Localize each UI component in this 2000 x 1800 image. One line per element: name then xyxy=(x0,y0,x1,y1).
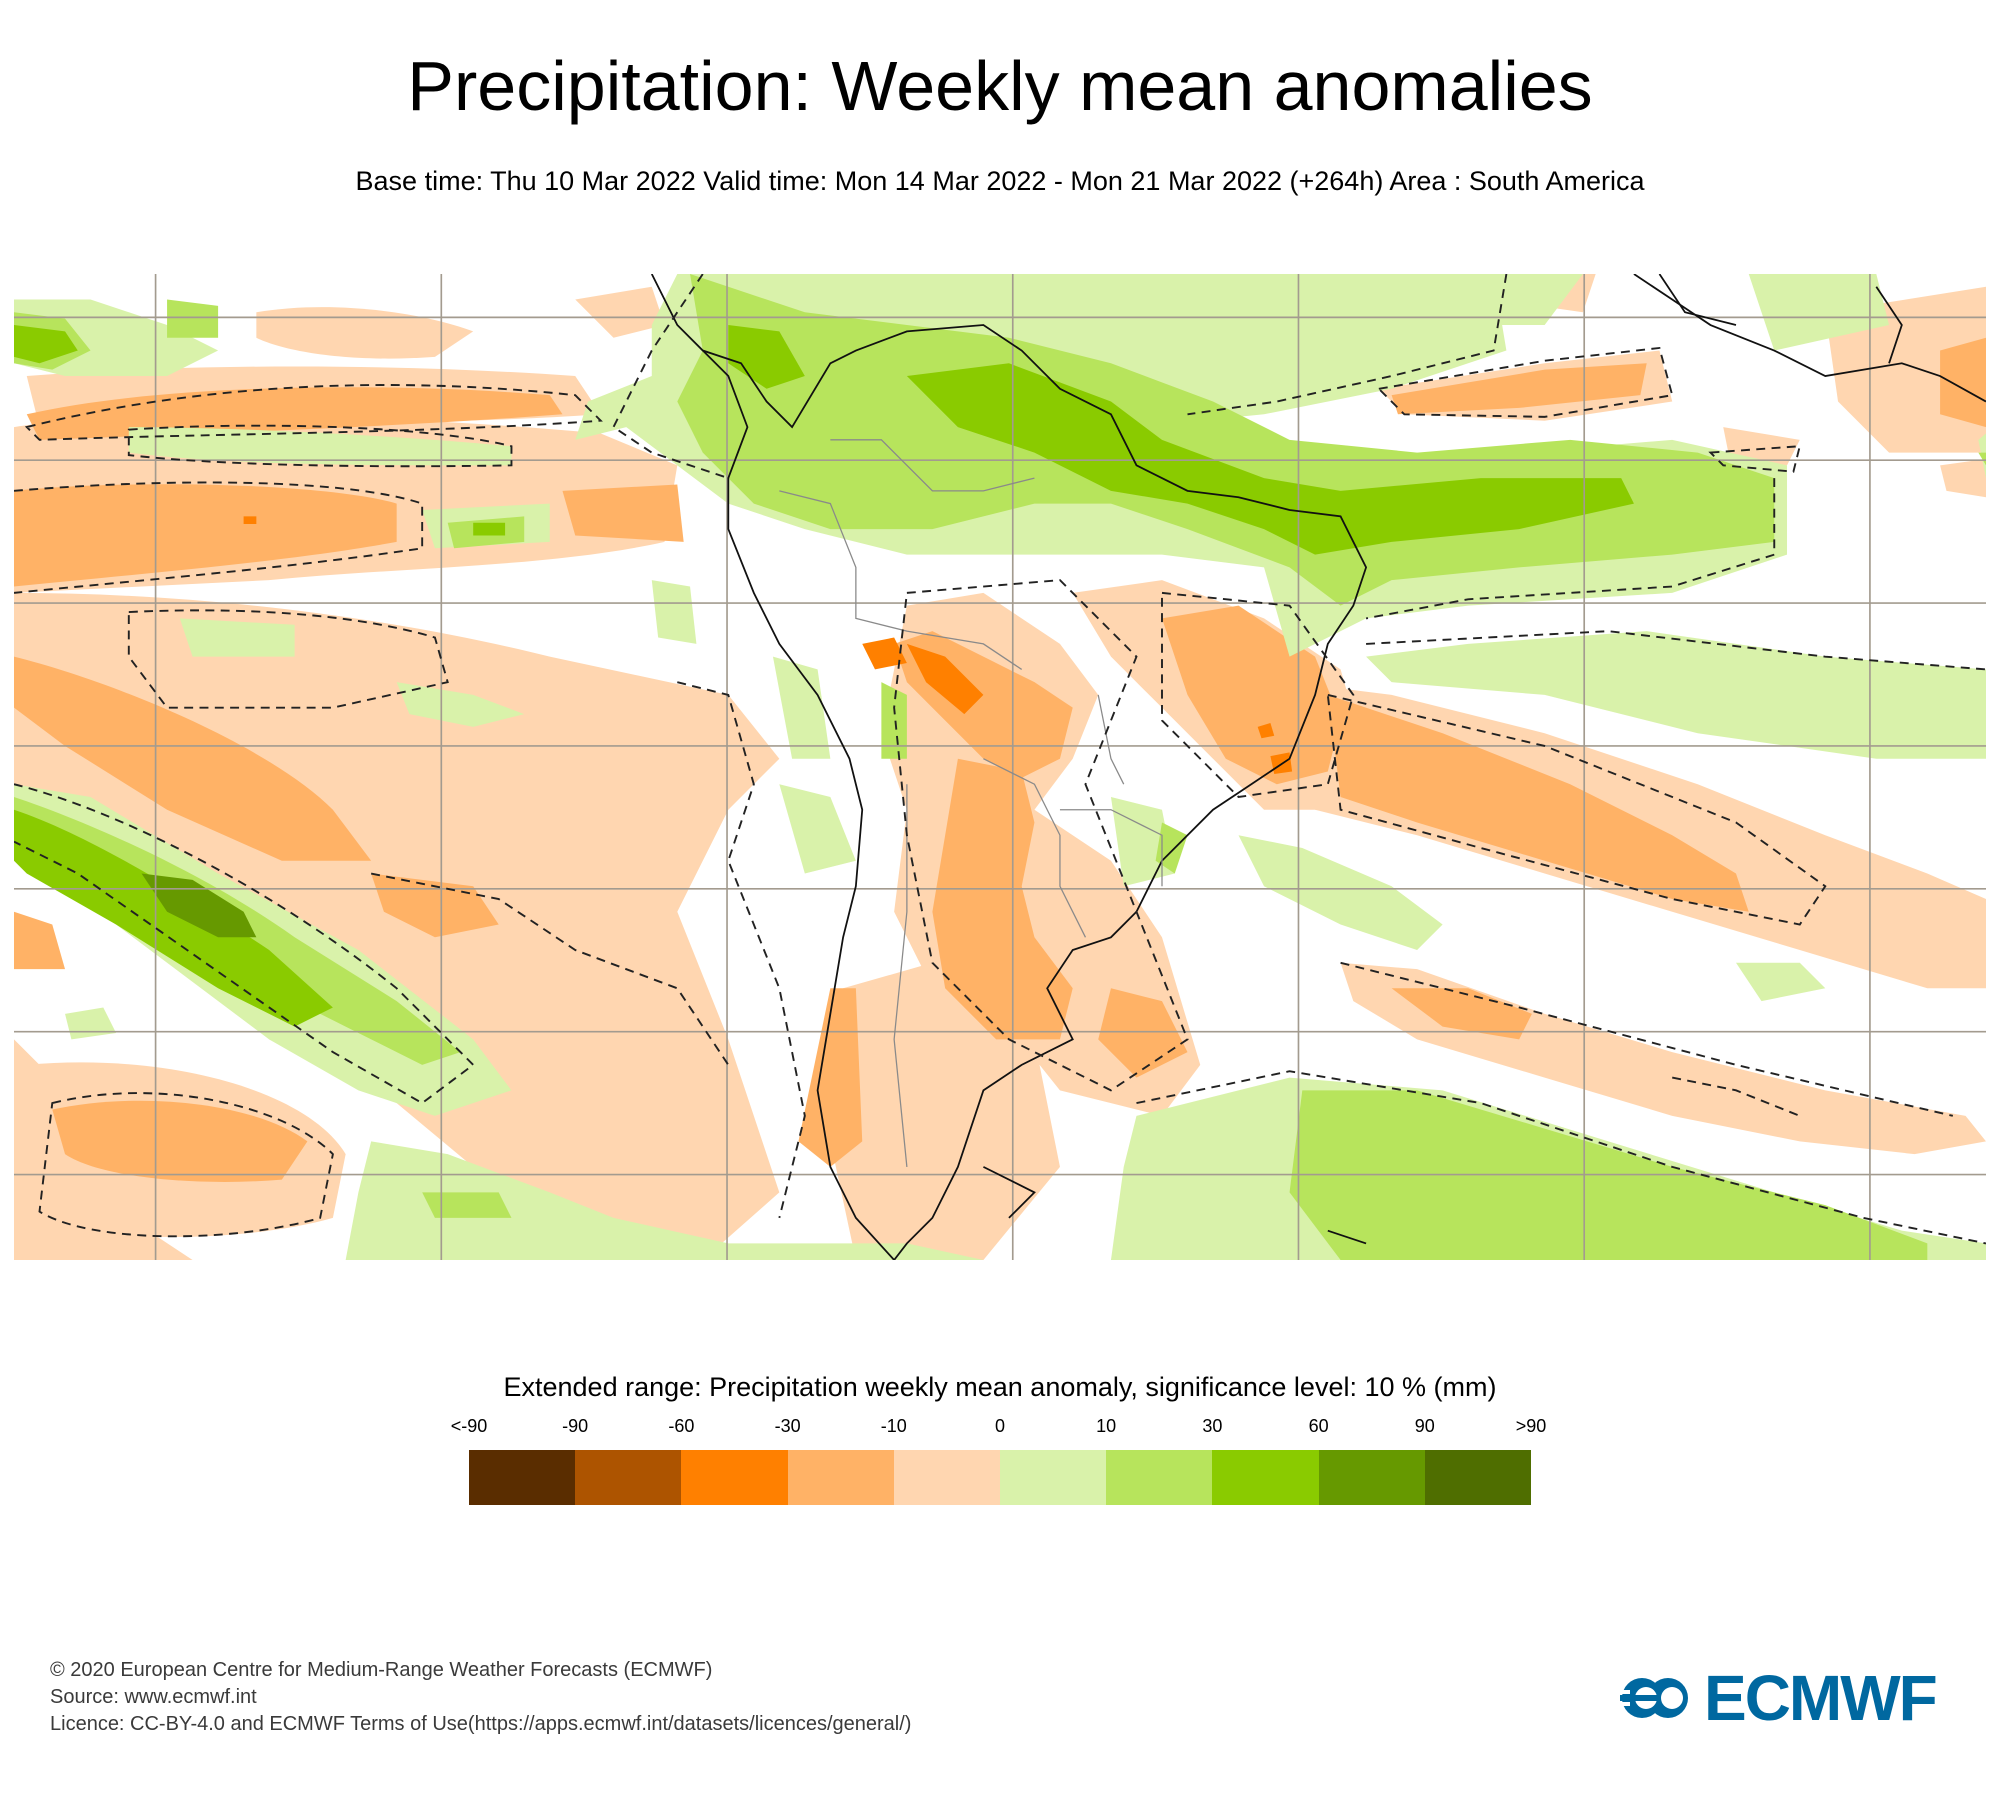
legend-color-bar xyxy=(469,1450,1532,1505)
legend-label: >90 xyxy=(1515,1416,1547,1436)
licence-text: Licence: CC-BY-4.0 and ECMWF Terms of Us… xyxy=(50,1713,912,1735)
coastline xyxy=(650,274,1986,1260)
significance-contours xyxy=(14,274,1986,1245)
legend-swatch xyxy=(681,1450,788,1505)
legend-label: -60 xyxy=(668,1416,695,1436)
legend-label: -90 xyxy=(562,1416,589,1436)
legend-swatch xyxy=(893,1450,1001,1505)
precipitation-anomaly-map xyxy=(14,274,1986,1260)
legend-swatch xyxy=(1424,1450,1532,1505)
ecmwf-logo-text: ECMWF xyxy=(1704,1662,1938,1734)
page-title: Precipitation: Weekly mean anomalies xyxy=(407,47,1593,125)
legend-swatch xyxy=(787,1450,894,1505)
page-subtitle: Base time: Thu 10 Mar 2022 Valid time: M… xyxy=(355,166,1645,196)
legend-label: -10 xyxy=(880,1416,907,1436)
ecmwf-logo-icon xyxy=(1620,1678,1688,1718)
legend-swatch xyxy=(1318,1450,1425,1505)
legend-swatch xyxy=(1000,1450,1107,1505)
legend-label: 60 xyxy=(1308,1416,1329,1436)
legend-swatch xyxy=(1106,1450,1213,1505)
legend-label: 0 xyxy=(994,1416,1006,1436)
legend-swatch xyxy=(1212,1450,1319,1505)
legend-label: 10 xyxy=(1096,1416,1117,1436)
legend-labels: <-90 -90 -60 -30 -10 0 10 30 60 90 >90 xyxy=(451,1415,1547,1439)
footer: © 2020 European Centre for Medium-Range … xyxy=(50,1657,911,1738)
legend-swatch xyxy=(575,1450,682,1505)
legend-label: <-90 xyxy=(450,1416,488,1436)
copyright-text: © 2020 European Centre for Medium-Range … xyxy=(50,1659,713,1681)
country-borders xyxy=(779,439,1163,1167)
legend-label: -30 xyxy=(774,1416,801,1436)
legend-label: 90 xyxy=(1414,1416,1435,1436)
legend-title: Extended range: Precipitation weekly mea… xyxy=(503,1372,1497,1402)
legend-label: 30 xyxy=(1202,1416,1223,1436)
legend-swatch xyxy=(469,1450,576,1505)
ecmwf-logo: ECMWF xyxy=(1620,1662,1955,1734)
source-text: Source: www.ecmwf.int xyxy=(50,1686,257,1708)
